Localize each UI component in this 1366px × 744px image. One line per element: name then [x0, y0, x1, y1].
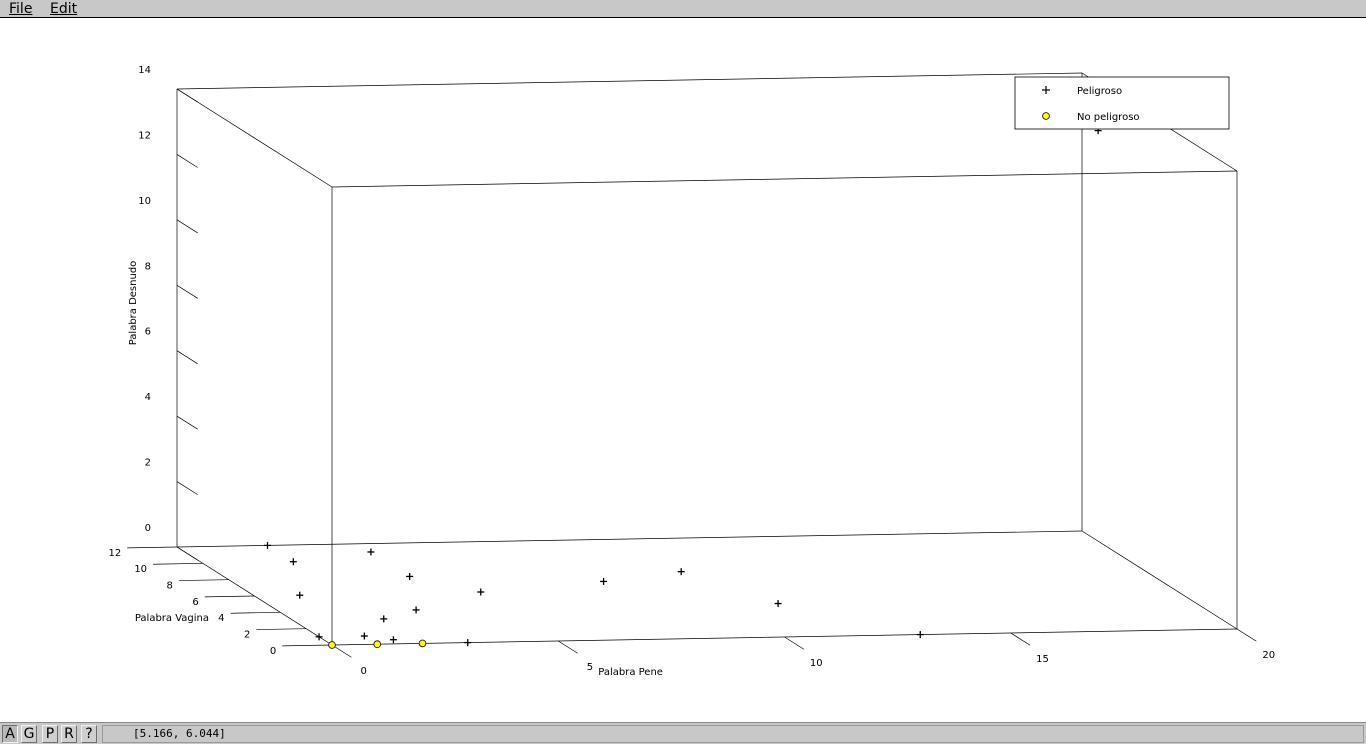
z-tick [176, 284, 198, 299]
x-axis-title: Palabra Pene [598, 667, 663, 678]
no-peligroso-marker [418, 639, 427, 648]
y-tick [127, 546, 178, 549]
z-tick-label: 12 [138, 130, 151, 141]
y-tick [282, 644, 333, 647]
tool-p-button[interactable]: P [42, 725, 58, 743]
peligroso-marker [380, 615, 388, 623]
box-edge [1081, 530, 1238, 630]
peligroso-marker [774, 600, 782, 608]
z-tick-label: 4 [145, 392, 151, 403]
peligroso-marker [477, 588, 485, 596]
x-tick-label: 0 [361, 666, 367, 677]
z-tick-label: 2 [145, 458, 151, 469]
y-tick-label: 8 [167, 581, 173, 592]
box-edge [331, 170, 1238, 188]
tool-a-button[interactable]: A [2, 725, 18, 743]
z-tick [176, 546, 198, 561]
x-tick [331, 644, 352, 658]
peligroso-marker [406, 572, 414, 580]
x-tick-label: 15 [1036, 654, 1049, 665]
legend-box [1014, 76, 1230, 130]
legend: Peligroso No peligroso [1014, 76, 1230, 130]
legend-label-no-peligroso: No peligroso [1077, 112, 1140, 123]
peligroso-marker [264, 541, 271, 549]
y-axis: 0 2 4 6 8 10 12 Palabra Vagina [108, 546, 333, 657]
peligroso-marker [600, 577, 608, 585]
y-tick [204, 595, 255, 598]
menu-edit[interactable]: Edit [50, 0, 77, 18]
x-tick-label: 10 [810, 658, 823, 669]
z-tick-label: 10 [138, 196, 151, 207]
menu-edit-label: Edit [50, 1, 78, 17]
z-tick [176, 219, 198, 234]
tool-r-button[interactable]: R [61, 725, 77, 743]
y-tick-label: 2 [244, 630, 250, 641]
y-tick-label: 0 [270, 646, 276, 657]
x-tick [1236, 628, 1257, 642]
y-tick [178, 579, 229, 581]
z-axis-title: Palabra Desnudo [128, 261, 139, 346]
series-peligroso [264, 127, 1102, 647]
z-tick [176, 415, 198, 430]
x-tick-label: 20 [1262, 650, 1275, 661]
z-tick [176, 481, 198, 495]
z-tick-label: 0 [145, 523, 151, 534]
box-edge [176, 72, 1083, 90]
x-tick-label: 5 [587, 662, 593, 673]
menu-bar: File Edit [0, 0, 1366, 18]
peligroso-marker [367, 548, 375, 556]
z-tick [176, 350, 198, 365]
no-peligroso-marker [328, 641, 336, 649]
menu-file-label: File [9, 1, 33, 17]
z-tick [176, 154, 198, 168]
peligroso-marker [315, 633, 323, 641]
y-tick [230, 611, 281, 614]
x-tick [1010, 632, 1031, 646]
peligroso-marker [289, 558, 297, 566]
x-tick [784, 636, 805, 650]
y-tick [153, 562, 203, 565]
legend-circle-icon [1042, 112, 1050, 120]
menu-file[interactable]: File [9, 0, 32, 18]
box-edge [176, 88, 333, 188]
peligroso-marker [412, 606, 420, 614]
status-bar: A G P R ? [5.166, 6.044] [0, 722, 1366, 744]
z-tick-label: 6 [145, 327, 151, 338]
z-tick-label: 14 [138, 65, 151, 76]
y-tick-label: 4 [218, 613, 224, 624]
peligroso-marker [389, 636, 397, 644]
x-axis: 0 5 10 15 20 Palabra Pene [331, 628, 1275, 678]
z-tick [176, 88, 198, 103]
z-tick-label: 8 [145, 261, 151, 272]
tool-g-button[interactable]: G [21, 725, 37, 743]
y-tick-label: 12 [108, 548, 121, 559]
legend-plus-icon [1042, 86, 1050, 94]
y-tick [256, 628, 307, 630]
coordinate-readout: [5.166, 6.044] [102, 725, 1364, 743]
legend-label-peligroso: Peligroso [1077, 86, 1122, 97]
peligroso-marker [464, 639, 472, 647]
y-axis-title: Palabra Vagina [135, 613, 209, 624]
bounding-box [176, 72, 1238, 646]
peligroso-marker [916, 631, 924, 639]
x-tick [558, 640, 578, 654]
peligroso-marker [296, 591, 304, 599]
no-peligroso-marker [373, 640, 382, 648]
box-edge [176, 530, 1083, 548]
y-tick-label: 10 [134, 564, 147, 575]
peligroso-marker [360, 632, 368, 640]
y-tick-label: 6 [192, 597, 198, 608]
z-axis: 0 2 4 6 8 10 12 14 Palabra Desnudo [128, 65, 198, 561]
help-button[interactable]: ? [81, 725, 97, 743]
peligroso-marker [677, 568, 685, 576]
series-no-peligroso [328, 639, 427, 649]
